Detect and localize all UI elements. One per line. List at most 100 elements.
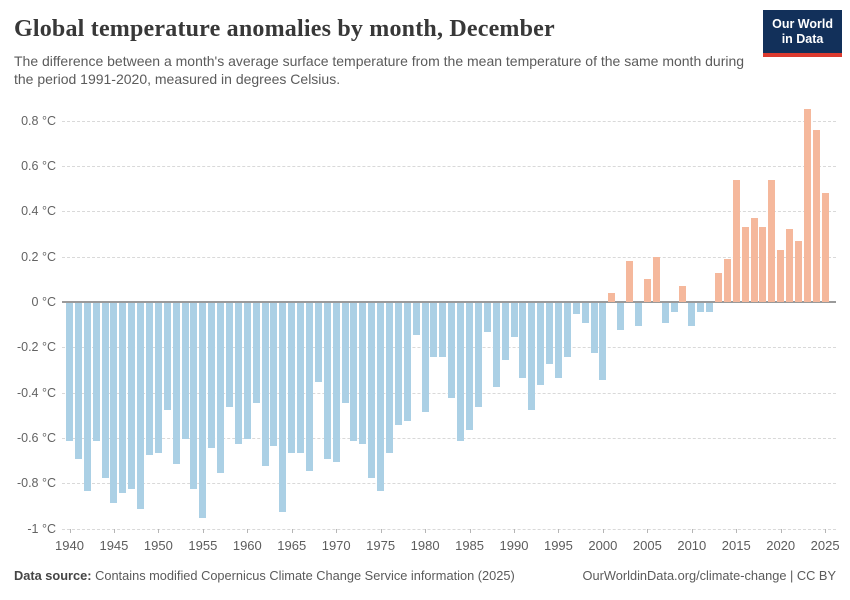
bar-1947[interactable] xyxy=(128,303,136,489)
bar-1969[interactable] xyxy=(323,303,331,460)
x-axis-label: 1990 xyxy=(499,537,529,553)
bar-1975[interactable] xyxy=(377,303,385,492)
bar-1952[interactable] xyxy=(172,303,180,464)
bar-1961[interactable] xyxy=(252,303,260,403)
owid-logo[interactable]: Our World in Data xyxy=(763,10,842,57)
bar-1994[interactable] xyxy=(546,303,554,365)
bar-1979[interactable] xyxy=(412,303,420,335)
bar-2013[interactable] xyxy=(714,272,722,302)
bar-1988[interactable] xyxy=(492,303,500,387)
bar-1945[interactable] xyxy=(110,303,118,503)
bar-1958[interactable] xyxy=(226,303,234,408)
bar-1950[interactable] xyxy=(154,303,162,453)
bar-2011[interactable] xyxy=(697,303,705,313)
bar-1942[interactable] xyxy=(83,303,91,492)
bar-1960[interactable] xyxy=(243,303,251,440)
bar-2024[interactable] xyxy=(812,129,820,302)
bar-1940[interactable] xyxy=(66,303,73,442)
bar-2005[interactable] xyxy=(643,279,651,302)
bar-1995[interactable] xyxy=(554,303,562,378)
bar-1974[interactable] xyxy=(368,303,376,478)
bar-1968[interactable] xyxy=(314,303,322,383)
bar-1962[interactable] xyxy=(261,303,269,467)
bar-2008[interactable] xyxy=(670,303,678,313)
bar-2016[interactable] xyxy=(741,227,749,302)
y-axis-label: 0.4 °C xyxy=(21,204,56,219)
x-axis-label: 2000 xyxy=(588,537,618,553)
bar-1972[interactable] xyxy=(350,303,358,442)
bar-1957[interactable] xyxy=(217,303,225,474)
bar-2010[interactable] xyxy=(688,303,696,326)
bar-1985[interactable] xyxy=(466,303,474,430)
bar-1986[interactable] xyxy=(474,303,482,408)
bar-1965[interactable] xyxy=(288,303,296,453)
bar-2006[interactable] xyxy=(652,256,660,302)
x-tick xyxy=(69,528,71,533)
bar-1991[interactable] xyxy=(519,303,527,378)
bar-1964[interactable] xyxy=(279,303,287,512)
bar-2000[interactable] xyxy=(599,303,607,381)
bar-1980[interactable] xyxy=(421,303,429,412)
bar-1959[interactable] xyxy=(234,303,242,444)
bar-2020[interactable] xyxy=(777,249,785,302)
x-axis-label: 2015 xyxy=(721,537,751,553)
bar-2021[interactable] xyxy=(786,229,794,302)
bar-1977[interactable] xyxy=(394,303,402,426)
bar-2019[interactable] xyxy=(768,179,776,302)
bar-1999[interactable] xyxy=(590,303,598,353)
bar-1956[interactable] xyxy=(208,303,216,449)
bar-1978[interactable] xyxy=(403,303,411,421)
x-tick xyxy=(291,528,293,533)
bar-1989[interactable] xyxy=(501,303,509,360)
bar-1997[interactable] xyxy=(572,303,580,315)
bar-1984[interactable] xyxy=(457,303,465,442)
bar-1946[interactable] xyxy=(119,303,127,494)
bar-2022[interactable] xyxy=(794,240,802,302)
bar-1967[interactable] xyxy=(306,303,314,471)
bar-2025[interactable] xyxy=(821,193,829,302)
x-tick xyxy=(425,528,427,533)
bar-1966[interactable] xyxy=(297,303,305,453)
bar-2007[interactable] xyxy=(661,303,669,324)
bar-2018[interactable] xyxy=(759,227,767,302)
bar-2009[interactable] xyxy=(679,286,687,302)
bar-1973[interactable] xyxy=(359,303,367,444)
bar-2004[interactable] xyxy=(634,303,642,326)
bar-1983[interactable] xyxy=(448,303,456,399)
bar-1954[interactable] xyxy=(190,303,198,489)
bar-2003[interactable] xyxy=(626,261,634,302)
bar-2012[interactable] xyxy=(706,303,714,313)
bar-1955[interactable] xyxy=(199,303,207,519)
bar-1982[interactable] xyxy=(439,303,447,358)
bar-2015[interactable] xyxy=(732,179,740,302)
bar-1953[interactable] xyxy=(181,303,189,440)
bar-1992[interactable] xyxy=(528,303,536,410)
bar-1948[interactable] xyxy=(137,303,145,510)
bar-1971[interactable] xyxy=(341,303,349,403)
bar-1951[interactable] xyxy=(163,303,171,410)
citation-link[interactable]: OurWorldinData.org/climate-change | CC B… xyxy=(582,568,836,583)
bar-1944[interactable] xyxy=(101,303,109,478)
bar-1970[interactable] xyxy=(332,303,340,462)
bar-1990[interactable] xyxy=(510,303,518,337)
bar-2002[interactable] xyxy=(617,303,625,331)
bar-2001[interactable] xyxy=(608,292,616,302)
bar-1996[interactable] xyxy=(563,303,571,358)
x-axis-label: 2025 xyxy=(810,537,840,553)
gridline xyxy=(62,165,836,167)
bar-1943[interactable] xyxy=(92,303,100,442)
bar-1987[interactable] xyxy=(483,303,491,333)
bar-1963[interactable] xyxy=(270,303,278,446)
owid-logo-line2: in Data xyxy=(781,32,824,46)
bar-1949[interactable] xyxy=(146,303,153,455)
x-tick xyxy=(158,528,160,533)
bar-2014[interactable] xyxy=(723,258,731,302)
bar-2023[interactable] xyxy=(803,109,811,302)
bar-1998[interactable] xyxy=(581,303,589,324)
bar-2017[interactable] xyxy=(750,218,758,302)
bar-1993[interactable] xyxy=(537,303,545,385)
bar-1981[interactable] xyxy=(430,303,438,358)
x-axis-label: 1940 xyxy=(55,537,84,553)
bar-1941[interactable] xyxy=(74,303,82,460)
bar-1976[interactable] xyxy=(386,303,394,453)
